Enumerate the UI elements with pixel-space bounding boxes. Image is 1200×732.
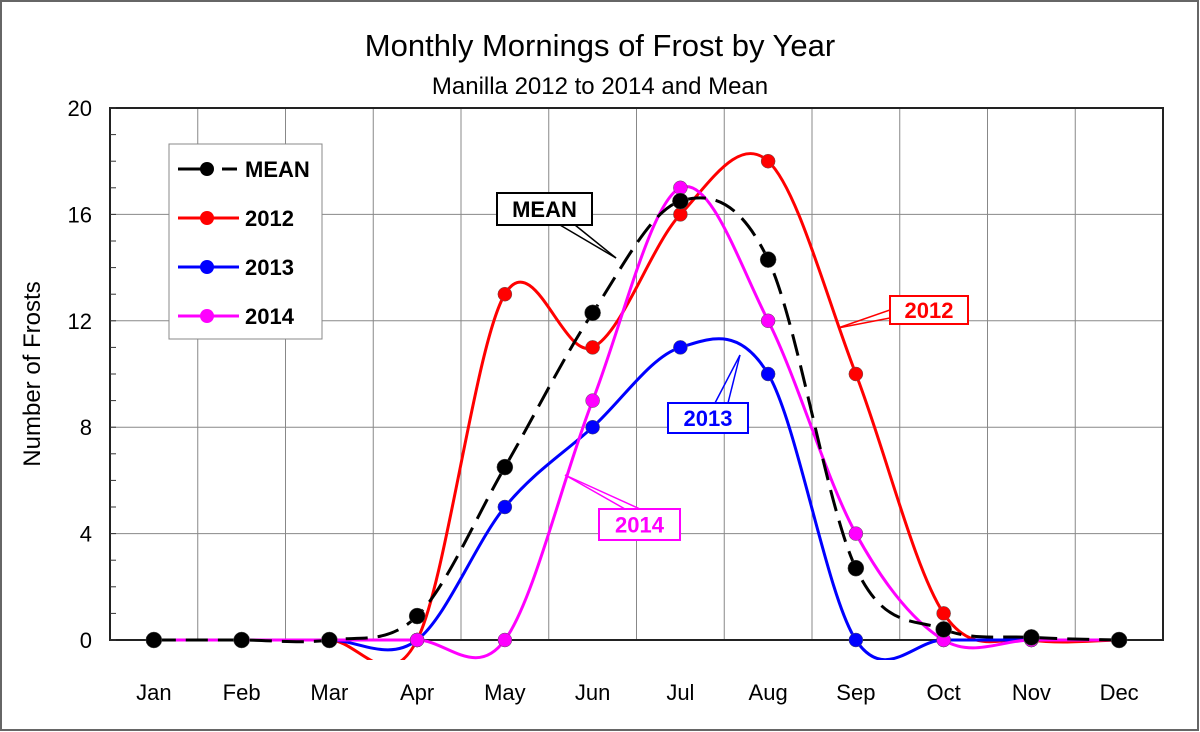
legend-label: 2013 (245, 255, 294, 280)
y-tick-label: 0 (80, 628, 92, 653)
legend-marker (200, 260, 214, 274)
data-point-2012 (848, 366, 864, 382)
callout-label: 2013 (684, 406, 733, 431)
chart-subtitle: Manilla 2012 to 2014 and Mean (432, 73, 768, 100)
x-tick-label: Jul (666, 680, 694, 705)
data-point-2013 (760, 366, 776, 382)
data-point-mean (321, 631, 338, 649)
data-point-2012 (673, 207, 688, 222)
y-tick-label: 20 (68, 96, 92, 121)
data-point-2014 (673, 180, 688, 196)
chart-title: Monthly Mornings of Frost by Year (365, 28, 835, 63)
x-tick-label: Sep (836, 680, 875, 705)
data-point-mean (496, 458, 514, 476)
x-tick-label: Oct (927, 680, 961, 705)
y-tick-label: 12 (68, 309, 92, 334)
callout-leader (564, 474, 641, 510)
legend-marker (200, 211, 214, 225)
data-point-2014 (409, 632, 425, 648)
data-point-2014 (497, 632, 513, 648)
callout-leader (837, 317, 891, 329)
callout-box (598, 508, 681, 541)
series-line-2014 (153, 184, 1120, 660)
data-point-mean (759, 251, 777, 268)
legend-marker (200, 162, 214, 176)
callout-leader (727, 354, 741, 404)
data-point-2012 (497, 286, 513, 302)
data-point-mean (935, 621, 952, 638)
data-point-2013 (497, 499, 513, 515)
callout-box (889, 295, 969, 325)
data-point-2014 (760, 313, 776, 329)
data-point-mean (847, 559, 865, 577)
callout-leader (714, 354, 741, 404)
y-tick-label: 8 (80, 415, 92, 440)
x-tick-label: Jan (136, 680, 171, 705)
y-axis-label: Number of Frosts (19, 281, 46, 466)
callout-box (496, 192, 593, 226)
data-point-mean (1023, 629, 1040, 646)
x-tick-label: Jun (575, 680, 610, 705)
legend-box (168, 143, 323, 340)
data-point-mean (145, 631, 163, 649)
data-point-2014 (848, 526, 864, 541)
data-point-mean (1110, 631, 1128, 649)
callout-leader (564, 474, 626, 510)
data-point-2013 (673, 340, 688, 355)
y-tick-label: 16 (68, 202, 92, 227)
data-point-2013 (848, 632, 864, 648)
series-line-mean (153, 196, 1120, 644)
data-point-2012 (936, 606, 951, 621)
series-line-2012 (153, 152, 1120, 660)
data-point-mean (408, 607, 426, 625)
data-point-2012 (760, 153, 776, 169)
x-tick-label: Feb (223, 680, 261, 705)
callout-leader (837, 309, 891, 329)
x-tick-label: Apr (400, 680, 434, 705)
legend-label: 2012 (245, 206, 294, 231)
callout-label: 2014 (615, 513, 665, 538)
callout-box (667, 402, 749, 434)
data-point-mean (672, 192, 689, 210)
x-tick-label: Nov (1012, 680, 1051, 705)
x-tick-label: May (484, 680, 526, 705)
callout-leader (574, 224, 617, 259)
callout-label: 2012 (905, 298, 954, 323)
data-point-mean (233, 631, 250, 649)
callout-leader (559, 224, 617, 259)
y-tick-label: 4 (80, 522, 92, 547)
x-tick-label: Dec (1100, 680, 1139, 705)
legend-label: MEAN (245, 157, 310, 182)
data-point-2014 (585, 393, 600, 408)
legend-label: 2014 (245, 304, 295, 329)
callout-label: MEAN (512, 197, 577, 222)
data-point-2013 (585, 419, 600, 435)
legend-marker (200, 309, 214, 323)
data-point-mean (584, 304, 601, 322)
x-tick-label: Mar (310, 680, 348, 705)
x-tick-label: Aug (749, 680, 788, 705)
data-point-2012 (585, 340, 600, 355)
